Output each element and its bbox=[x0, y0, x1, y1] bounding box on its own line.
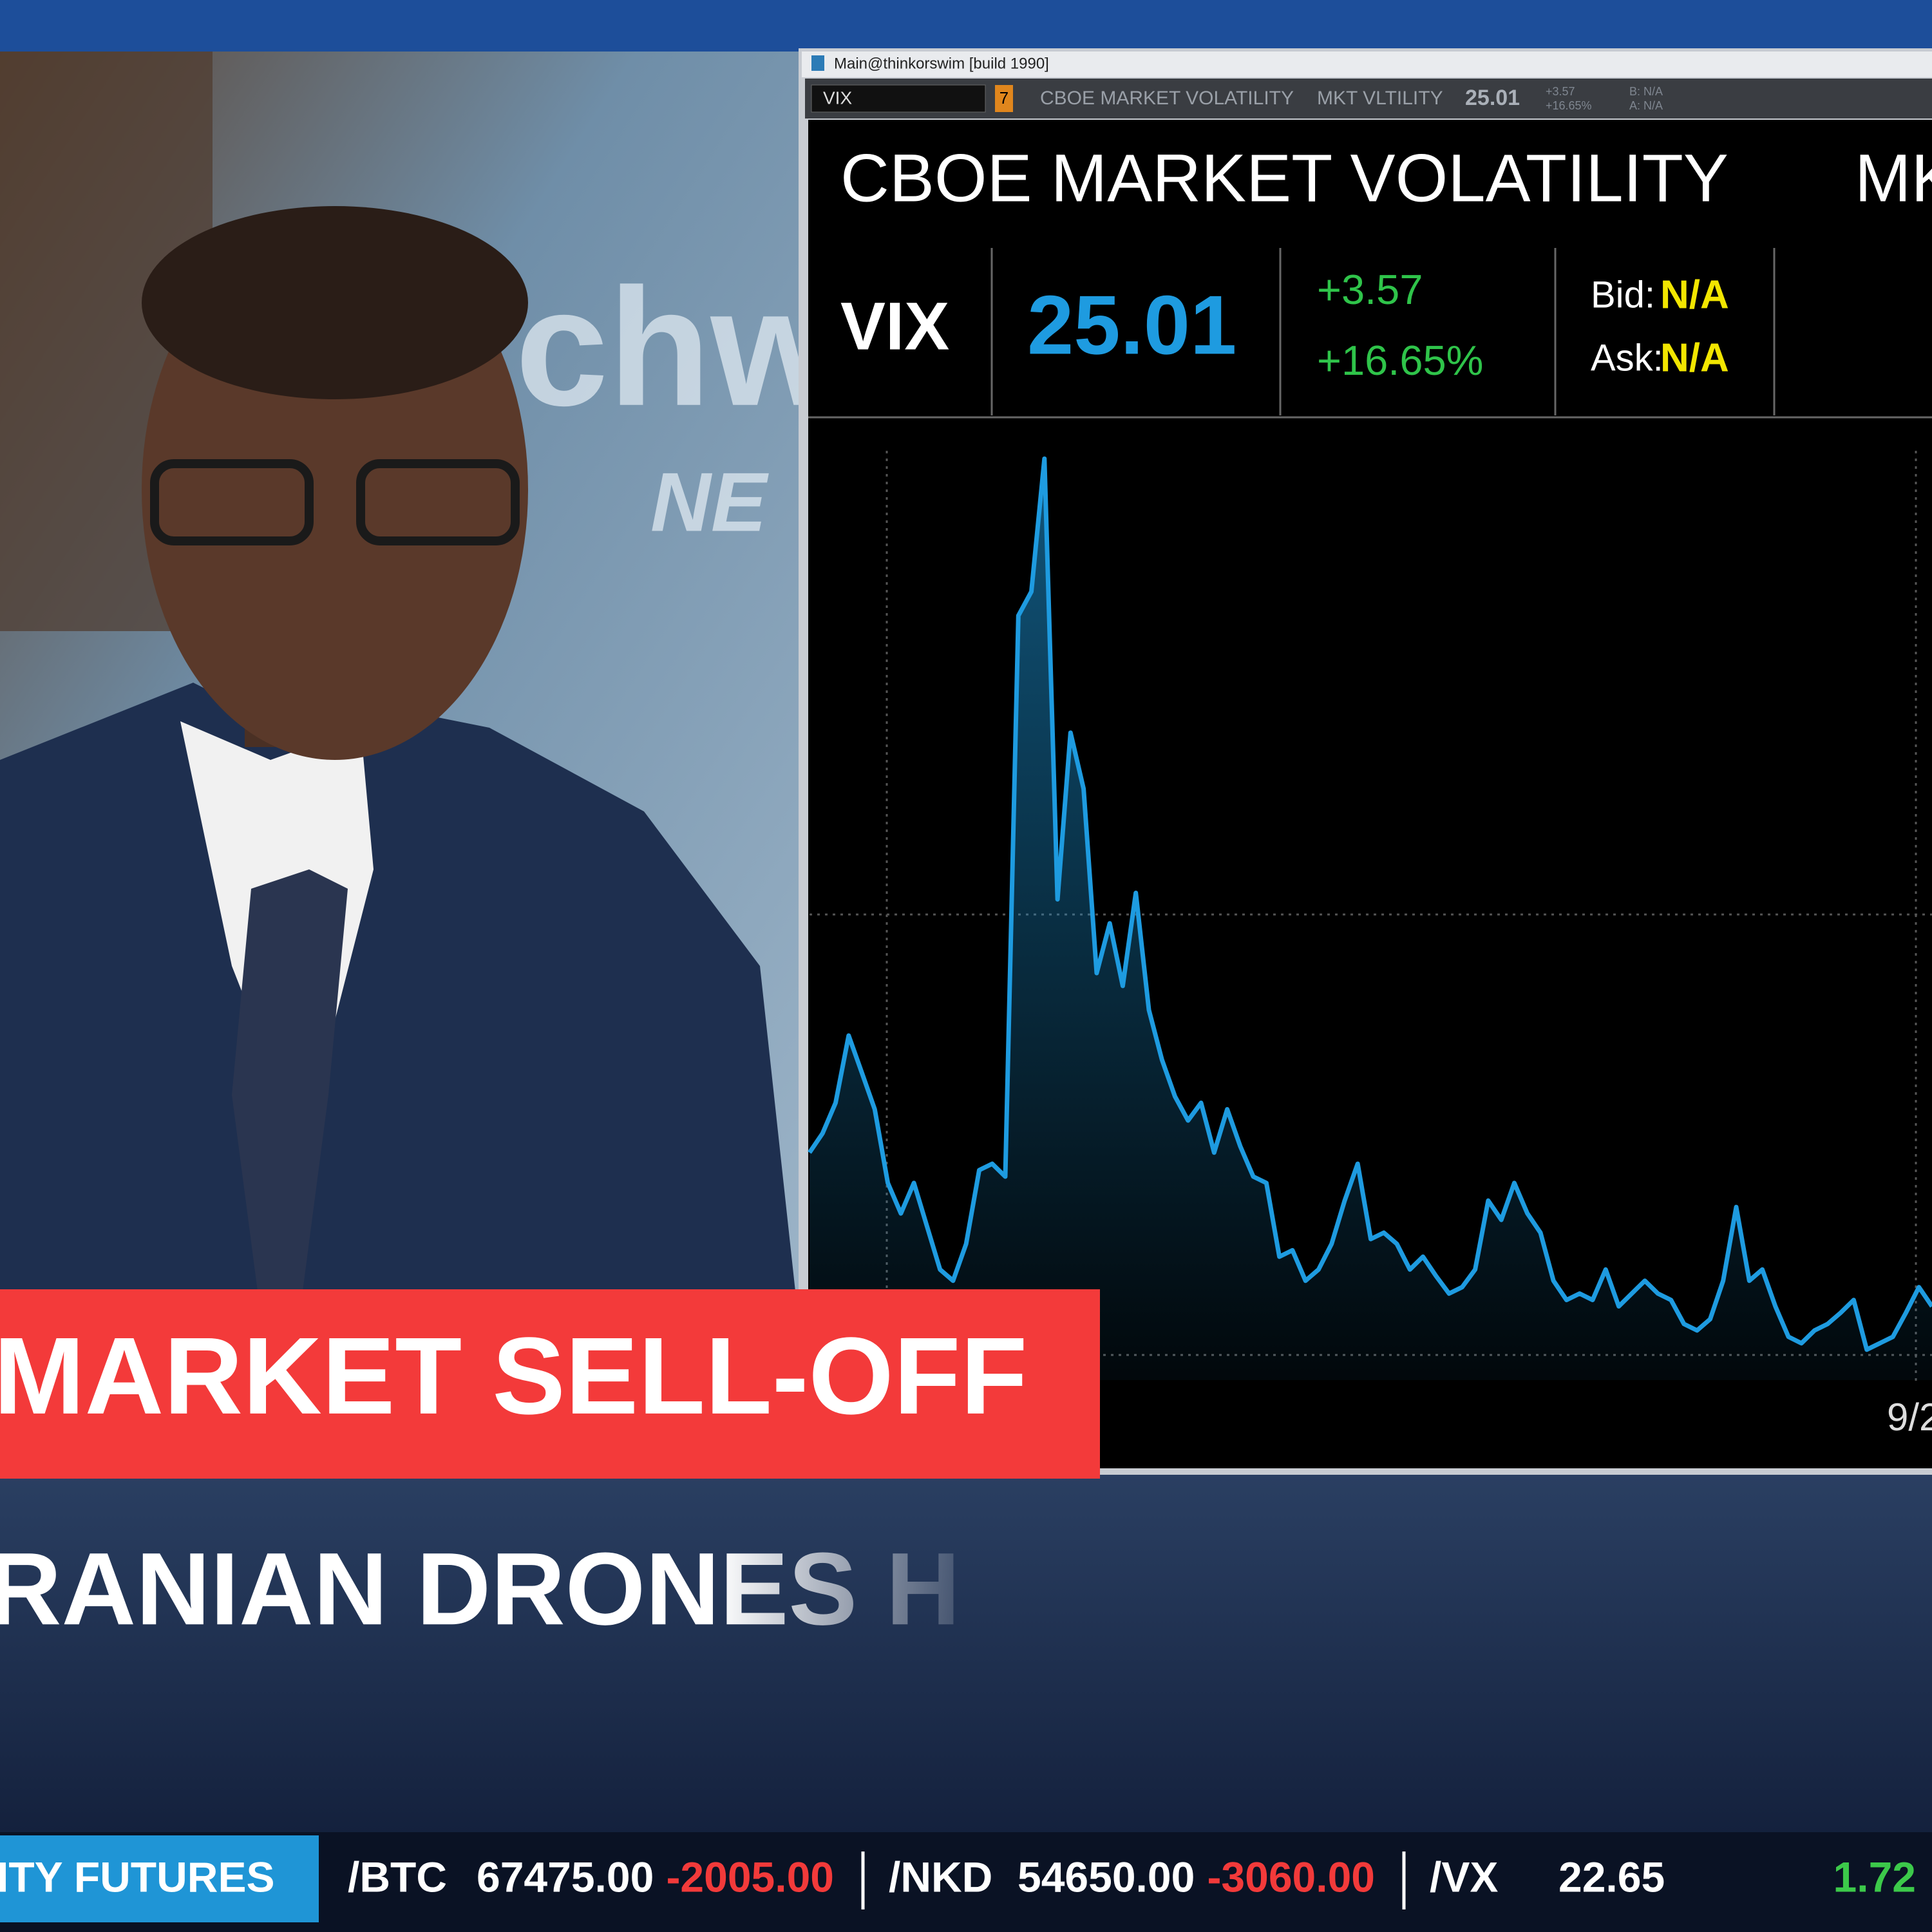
toolbar-ask: A: N/A bbox=[1629, 99, 1663, 112]
symbol-box[interactable] bbox=[811, 84, 986, 113]
headline: RANIAN DRONES H bbox=[0, 1531, 960, 1646]
area-fill bbox=[810, 459, 1932, 1381]
ticker-change: -2005.00 bbox=[666, 1853, 834, 1900]
ticker-last: 54650.00 bbox=[1018, 1853, 1195, 1900]
toolbar-change: +3.57 bbox=[1546, 85, 1575, 98]
ticker-change: -3060.00 bbox=[1207, 1853, 1375, 1900]
window-title: Main@thinkorswim [build 1990] bbox=[834, 55, 1049, 72]
glasses bbox=[150, 459, 314, 545]
toolbar bbox=[805, 79, 1932, 118]
quote-symbol: VIX bbox=[840, 289, 949, 365]
studio-logo: chw bbox=[515, 254, 842, 441]
quote-pct: +16.65% bbox=[1317, 337, 1483, 384]
toolbar-pct: +16.65% bbox=[1546, 99, 1592, 112]
quote-last: 25.01 bbox=[1027, 278, 1236, 372]
quote-name: CBOE MARKET VOLATILITY bbox=[840, 141, 1728, 216]
x-tick-label: 9/2/ bbox=[1887, 1396, 1932, 1439]
banner bbox=[0, 1289, 1100, 1479]
title-bar bbox=[802, 52, 1932, 77]
ask-value: N/A bbox=[1660, 336, 1729, 380]
badge bbox=[995, 85, 1013, 112]
ticker-symbol: /VX bbox=[1430, 1853, 1498, 1900]
quote-dividers bbox=[808, 248, 1932, 419]
studio-logo: NE bbox=[650, 455, 769, 549]
hair bbox=[142, 206, 528, 399]
plot bbox=[808, 456, 1932, 1381]
tie bbox=[232, 869, 348, 1291]
lower-third bbox=[0, 1475, 1932, 1832]
ticker-label: ITY FUTURES bbox=[0, 1853, 274, 1900]
area-line bbox=[808, 456, 1932, 1352]
toolbar-symbol: VIX bbox=[823, 88, 852, 108]
toolbar-short: MKT VLTILITY bbox=[1317, 88, 1443, 109]
top-bar bbox=[0, 0, 1932, 52]
ticker-last: 22.65 bbox=[1558, 1853, 1665, 1900]
ticker-symbol: /BTC bbox=[348, 1853, 447, 1900]
bid-value: N/A bbox=[1660, 272, 1729, 317]
badge-text: 7 bbox=[999, 88, 1009, 108]
quote-change: +3.57 bbox=[1317, 266, 1423, 313]
ticker-items: /BTC 67475.00 -2005.00/NKD 54650.00 -3060.00… bbox=[348, 1852, 1916, 1909]
suit bbox=[0, 683, 795, 1291]
ask-label: Ask: bbox=[1591, 337, 1663, 379]
ticker-symbol: /NKD bbox=[889, 1853, 992, 1900]
glasses bbox=[356, 459, 520, 545]
ticker-last: 67475.00 bbox=[477, 1853, 654, 1900]
toolbar-bid: B: N/A bbox=[1629, 85, 1663, 98]
bid-label: Bid: bbox=[1591, 274, 1655, 316]
app-icon bbox=[811, 55, 824, 71]
banner-text: MARKET SELL-OFF bbox=[0, 1315, 1027, 1437]
quote-name: MK bbox=[1855, 141, 1932, 216]
ticker-bar bbox=[0, 1832, 1932, 1932]
ticker-label-box bbox=[0, 1835, 319, 1922]
toolbar-name: CBOE MARKET VOLATILITY bbox=[1040, 88, 1294, 109]
toolbar-last: 25.01 bbox=[1465, 86, 1520, 110]
ticker-change: 1.72 bbox=[1833, 1853, 1916, 1900]
